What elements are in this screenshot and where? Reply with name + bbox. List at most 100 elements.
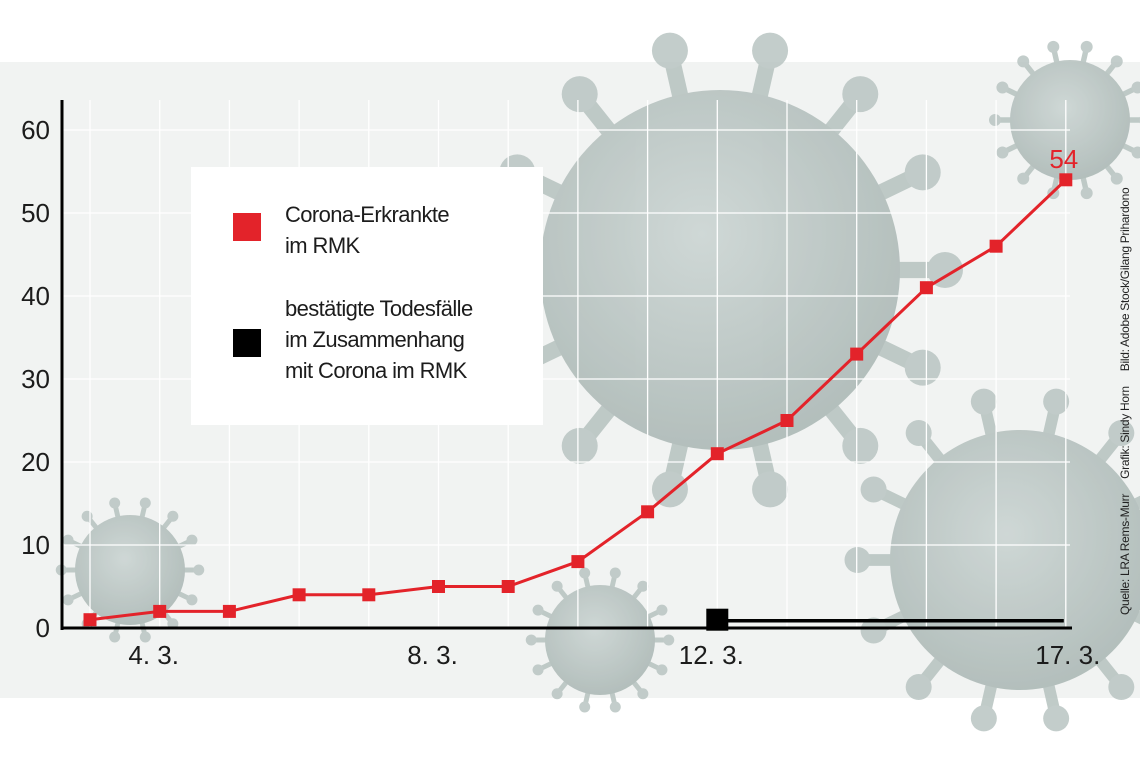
case-point: [850, 347, 864, 361]
virus-spike-head: [139, 497, 151, 509]
virus-spike-head: [1043, 388, 1070, 415]
virus-spike-head: [842, 76, 879, 113]
virus-spike-head: [996, 146, 1009, 159]
y-tick-label: 30: [21, 364, 50, 394]
case-point: [292, 588, 306, 602]
virus-body: [1010, 60, 1130, 180]
data-label-annotation: 54: [1049, 144, 1078, 174]
virus-spike-head: [651, 32, 688, 69]
virus-spike-head: [532, 604, 544, 616]
axes: [60, 100, 1072, 630]
y-tick-label: 10: [21, 530, 50, 560]
case-point: [1059, 173, 1073, 187]
case-point: [571, 555, 585, 569]
virus-spike-head: [1080, 40, 1093, 53]
legend-label-deaths: bestätigte Todesfälle im Zusammenhang mi…: [285, 296, 473, 383]
x-tick-label: 4. 3.: [128, 640, 179, 670]
virus-spike-head: [561, 427, 598, 464]
virus-spike-head: [1131, 146, 1140, 159]
virus-spike-head: [551, 688, 563, 700]
x-tick-label: 17. 3.: [1035, 640, 1100, 670]
virus-spike-head: [551, 580, 563, 592]
credit-source: Quelle: LRA Rems-Murr: [1118, 493, 1132, 615]
virus-spike-head: [167, 510, 179, 522]
virus-shape: [844, 388, 1140, 732]
virus-spike-head: [637, 580, 649, 592]
virus-spike-head: [186, 594, 198, 606]
virus-spike-head: [860, 476, 887, 503]
credit-graphic: Grafik: Sindy Horn: [1118, 386, 1132, 479]
y-tick-label: 20: [21, 447, 50, 477]
case-point: [641, 505, 655, 519]
virus-shape: [989, 40, 1140, 200]
virus-shape: [525, 567, 675, 713]
virus-spike-head: [81, 510, 93, 522]
virus-spike-head: [1131, 81, 1140, 94]
y-tick-label: 40: [21, 281, 50, 311]
virus-spike-head: [860, 617, 887, 644]
virus-spike-head: [1080, 187, 1093, 200]
virus-shape: [55, 497, 205, 643]
virus-spike-head: [1017, 55, 1030, 68]
virus-body: [75, 515, 185, 625]
virus-spike-head: [186, 534, 198, 546]
legend-swatch-cases: [233, 213, 261, 241]
virus-spike-head: [752, 471, 789, 508]
legend-swatch-deaths: [233, 329, 261, 357]
virus-spike-head: [905, 674, 932, 701]
virus-spike-head: [842, 427, 879, 464]
virus-spike-head: [609, 701, 621, 713]
virus-spike-head: [1110, 172, 1123, 185]
virus-spike-head: [1043, 705, 1070, 732]
case-point: [989, 239, 1003, 253]
virus-spike-head: [609, 567, 621, 579]
virus-spike-head: [752, 32, 789, 69]
case-point: [710, 447, 724, 461]
case-point: [153, 604, 167, 618]
virus-spike-head: [1047, 40, 1060, 53]
virus-spike-head: [970, 705, 997, 732]
series-deaths: [706, 608, 1064, 631]
virus-spike-head: [109, 497, 121, 509]
virus-spike-head: [996, 81, 1009, 94]
virus-body: [545, 585, 655, 695]
death-marker: [706, 608, 729, 631]
virus-spike-head: [927, 252, 963, 288]
case-point: [432, 580, 445, 593]
case-point: [222, 604, 236, 618]
virus-spike-head: [62, 594, 74, 606]
series-cases: [83, 173, 1073, 627]
legend: Corona-Erkrankte im RMK bestätigte Todes…: [191, 167, 543, 425]
y-tick-label: 50: [21, 198, 50, 228]
virus-spike-head: [844, 547, 871, 573]
virus-spike-head: [905, 419, 932, 446]
virus-spike-head: [989, 114, 1001, 126]
x-tick-label: 12. 3.: [679, 640, 744, 670]
virus-body: [890, 430, 1140, 690]
virus-spike-head: [637, 688, 649, 700]
virus-spike-head: [579, 567, 591, 579]
virus-spike-head: [1108, 419, 1135, 446]
virus-spike-head: [139, 631, 151, 643]
virus-spike-head: [904, 154, 941, 191]
virus-spike-head: [193, 564, 205, 576]
virus-spike-head: [1110, 55, 1123, 68]
virus-spike-head: [109, 631, 121, 643]
y-tick-label: 0: [36, 613, 50, 643]
case-point: [780, 414, 794, 427]
virus-spike-head: [561, 76, 598, 113]
virus-spike-head: [970, 388, 997, 415]
case-point: [83, 613, 97, 627]
credits: Quelle: LRA Rems-Murr Grafik: Sindy Horn…: [1118, 95, 1132, 615]
case-point: [501, 580, 515, 593]
virus-spike-head: [62, 534, 74, 546]
virus-body: [540, 90, 900, 450]
virus-spike-head: [579, 701, 591, 713]
virus-spike-head: [532, 664, 544, 676]
credit-image: Bild: Adobe Stock/Gilang Prihardono: [1118, 187, 1132, 372]
virus-spike-head: [1108, 674, 1135, 701]
y-tick-label: 60: [21, 115, 50, 145]
tick-labels: 0 10 20 30 40 50 60 4. 3. 8. 3. 12. 3. 17. 3. 54: [21, 115, 1100, 670]
virus-spike-head: [656, 664, 668, 676]
virus-spike-head: [663, 634, 675, 646]
